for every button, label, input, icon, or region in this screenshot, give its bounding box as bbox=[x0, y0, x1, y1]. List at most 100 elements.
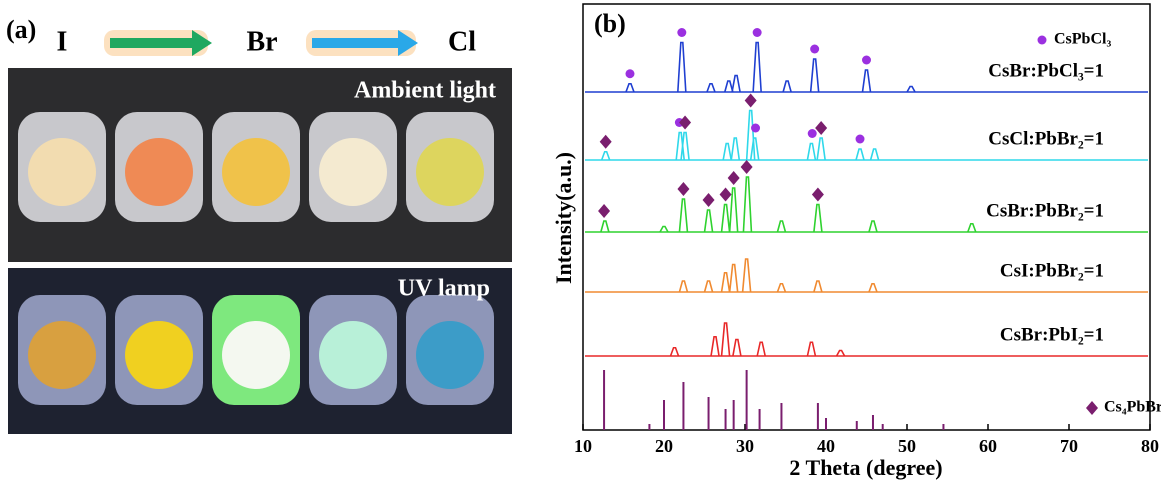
peak bbox=[743, 177, 751, 232]
series-label: CsBr:PbCl₃=1 bbox=[988, 60, 1104, 81]
peak bbox=[807, 342, 815, 356]
powder bbox=[125, 321, 193, 389]
powder bbox=[416, 138, 484, 206]
peak bbox=[723, 144, 731, 161]
series-label: CsBr:PbBr₂=1 bbox=[986, 200, 1104, 221]
powder bbox=[125, 138, 193, 206]
figure: (a) I Br Cl Ambient light UV lamp (b) 2 … bbox=[0, 0, 1161, 484]
peak bbox=[707, 84, 715, 92]
halide: I bbox=[57, 26, 68, 57]
diamond-marker bbox=[600, 135, 612, 149]
diamond-marker bbox=[679, 116, 691, 130]
circle-marker bbox=[753, 28, 762, 37]
peak bbox=[626, 84, 634, 92]
peak bbox=[733, 340, 741, 357]
halide: Cl bbox=[448, 26, 476, 57]
powder bbox=[416, 321, 484, 389]
peak bbox=[807, 144, 815, 161]
legend-label: Cs₄PbBr₆ bbox=[1104, 399, 1161, 416]
peak bbox=[863, 70, 871, 92]
peak bbox=[783, 81, 791, 92]
x-tick-label: 40 bbox=[817, 436, 835, 456]
peak bbox=[837, 351, 845, 357]
panel-label: (a) bbox=[6, 15, 36, 44]
peak bbox=[814, 205, 822, 233]
peak bbox=[732, 76, 740, 93]
diamond-marker bbox=[677, 182, 689, 196]
peak bbox=[869, 221, 877, 232]
x-tick-label: 80 bbox=[1141, 436, 1159, 456]
peak bbox=[679, 281, 687, 292]
powder bbox=[222, 321, 290, 389]
series-label: CsBr:PbI₂=1 bbox=[1000, 324, 1104, 345]
peak bbox=[711, 337, 719, 356]
peak bbox=[722, 323, 730, 356]
peak bbox=[722, 205, 730, 233]
diamond-marker bbox=[815, 121, 827, 135]
halide: Br bbox=[246, 26, 277, 57]
circle-marker bbox=[751, 124, 760, 133]
peak bbox=[871, 149, 879, 160]
circle-marker bbox=[808, 129, 817, 138]
peak bbox=[869, 284, 877, 292]
circle-marker bbox=[856, 135, 865, 144]
legend-label: CsPbCl₃ bbox=[1054, 31, 1111, 48]
peak bbox=[907, 87, 915, 93]
arrow bbox=[306, 30, 418, 56]
circle-marker bbox=[862, 56, 871, 65]
legend-symbol bbox=[1086, 401, 1098, 415]
powder bbox=[28, 321, 96, 389]
peak bbox=[705, 210, 713, 232]
peak bbox=[743, 259, 751, 292]
peak bbox=[730, 265, 738, 293]
y-axis-label: Intensity(a.u.) bbox=[551, 152, 576, 284]
x-tick-label: 30 bbox=[736, 436, 754, 456]
powder bbox=[319, 138, 387, 206]
circle-marker bbox=[625, 69, 634, 78]
x-tick-label: 60 bbox=[979, 436, 997, 456]
peak bbox=[814, 281, 822, 292]
series-label: CsI:PbBr₂=1 bbox=[1000, 260, 1104, 281]
diamond-marker bbox=[728, 171, 740, 185]
diamond-marker bbox=[741, 160, 753, 174]
x-tick-label: 70 bbox=[1060, 436, 1078, 456]
diamond-marker bbox=[720, 188, 732, 202]
peak bbox=[777, 221, 785, 232]
peak bbox=[856, 149, 864, 160]
photo-caption: UV lamp bbox=[398, 276, 490, 302]
peak bbox=[602, 152, 610, 160]
peak bbox=[679, 199, 687, 232]
peak bbox=[747, 111, 755, 161]
peak bbox=[678, 43, 686, 93]
peak bbox=[722, 273, 730, 292]
diamond-marker bbox=[812, 188, 824, 202]
series-label: CsCl:PbBr₂=1 bbox=[988, 128, 1104, 149]
peak bbox=[705, 281, 713, 292]
circle-marker bbox=[677, 28, 686, 37]
powder bbox=[222, 138, 290, 206]
diamond-marker bbox=[745, 94, 757, 108]
peak bbox=[817, 138, 825, 160]
peak bbox=[731, 138, 739, 160]
photo-caption: Ambient light bbox=[354, 78, 496, 104]
diamond-marker bbox=[703, 193, 715, 207]
arrow bbox=[104, 30, 212, 56]
circle-marker bbox=[810, 45, 819, 54]
peak bbox=[753, 43, 761, 93]
peak bbox=[777, 284, 785, 292]
diamond-marker bbox=[598, 204, 610, 218]
x-tick-label: 20 bbox=[655, 436, 673, 456]
peak bbox=[601, 221, 609, 232]
powder bbox=[319, 321, 387, 389]
powder bbox=[28, 138, 96, 206]
peak bbox=[968, 224, 976, 232]
peak bbox=[757, 342, 765, 356]
peak bbox=[671, 348, 679, 356]
peak bbox=[811, 59, 819, 92]
panel-label: (b) bbox=[594, 9, 626, 38]
x-axis-label: 2 Theta (degree) bbox=[789, 455, 942, 480]
x-tick-label: 50 bbox=[898, 436, 916, 456]
peak bbox=[660, 227, 668, 233]
x-tick-label: 10 bbox=[574, 436, 592, 456]
legend-symbol bbox=[1038, 36, 1047, 45]
